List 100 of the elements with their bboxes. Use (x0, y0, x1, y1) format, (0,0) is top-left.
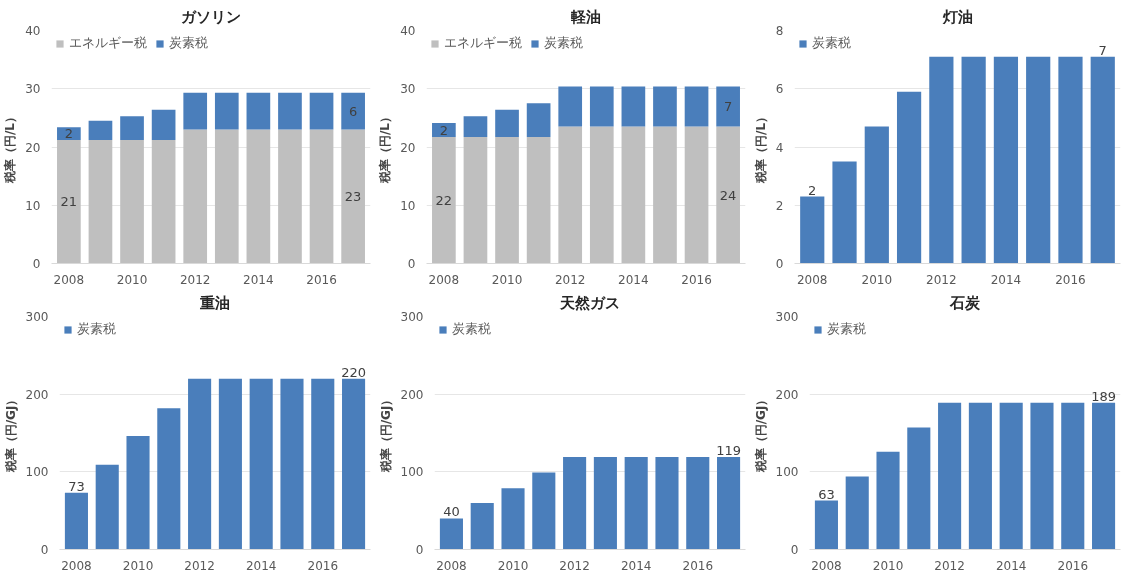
bar (1061, 402, 1085, 550)
x-tick-label: 2012 (179, 272, 211, 287)
bar (280, 378, 304, 550)
legend-label: 炭素税 (77, 320, 116, 338)
data-label: 119 (716, 443, 741, 459)
x-tick-label: 2016 (682, 558, 714, 573)
x-tick-label: 2016 (681, 272, 712, 287)
bar (432, 137, 456, 264)
x-tick-label: 2016 (1057, 558, 1089, 573)
bar (341, 92, 365, 130)
bar (876, 451, 900, 550)
bar (929, 56, 954, 264)
y-tick-label: 300 (400, 310, 424, 324)
y-tick-label: 0 (790, 543, 799, 557)
bar (463, 116, 488, 138)
y-tick-label: 6 (775, 82, 784, 97)
chart-title: 軽油 (570, 7, 601, 26)
bar (1092, 402, 1116, 550)
bar (120, 140, 144, 264)
y-tick-label: 4 (775, 140, 784, 155)
bar (188, 378, 212, 550)
legend-label: エネルギー税 (69, 34, 147, 52)
data-label: 24 (719, 187, 737, 203)
y-tick-label: 20 (400, 140, 416, 155)
bar (1090, 56, 1115, 264)
chart-title: 灯油 (941, 7, 973, 26)
y-tick-label: 8 (775, 24, 784, 38)
bar (832, 161, 857, 264)
bar (968, 402, 992, 550)
bar (532, 472, 556, 550)
bar (717, 457, 741, 550)
bar (309, 129, 334, 264)
bar (1030, 402, 1054, 550)
bar (246, 92, 271, 130)
bar (470, 502, 494, 550)
data-label: 23 (344, 189, 362, 205)
data-label: 2 (808, 182, 817, 198)
bar (686, 457, 710, 550)
x-tick-label: 2008 (811, 558, 842, 573)
y-tick-label: 30 (400, 82, 416, 97)
y-axis-title: 税率（円/L） (753, 110, 768, 185)
data-label: 189 (1091, 388, 1116, 404)
bar (151, 140, 176, 264)
x-tick-label: 2010 (497, 558, 529, 573)
legend-label: 炭素税 (169, 34, 208, 52)
bar (800, 196, 825, 264)
bar (655, 457, 679, 550)
bar (526, 103, 551, 138)
bar (653, 86, 677, 127)
bar (814, 500, 838, 550)
bar (183, 129, 208, 264)
y-tick-label: 300 (25, 310, 49, 324)
data-label: 21 (60, 194, 78, 210)
x-tick-label: 2012 (184, 558, 215, 573)
legend-label: 炭素税 (544, 34, 583, 52)
y-tick-label: 30 (25, 82, 41, 97)
x-tick-label: 2012 (559, 558, 590, 573)
bar (716, 86, 740, 127)
bar (309, 92, 334, 130)
bar (558, 126, 583, 264)
y-tick-label: 0 (415, 543, 424, 557)
chart-title: 重油 (199, 293, 230, 312)
x-tick-label: 2014 (620, 558, 652, 573)
legend-label: エネルギー税 (444, 34, 522, 52)
chart-title: ガソリン (181, 7, 241, 26)
bar (95, 464, 119, 550)
bar (495, 109, 519, 138)
bar (845, 476, 869, 550)
x-tick-label: 2010 (872, 558, 904, 573)
data-label: 6 (348, 103, 358, 119)
y-tick-label: 10 (400, 198, 416, 213)
bar (439, 518, 463, 550)
data-label: 40 (443, 504, 460, 520)
y-tick-label: 200 (775, 387, 799, 402)
bar (157, 408, 181, 550)
legend-label: 炭素税 (452, 320, 491, 338)
x-tick-label: 2010 (861, 272, 893, 287)
bar (684, 126, 709, 264)
bar (624, 457, 648, 550)
y-tick-label: 200 (400, 387, 424, 402)
y-axis-title: 税率（円/GJ） (753, 393, 768, 474)
y-tick-label: 2 (775, 198, 784, 213)
x-tick-label: 2016 (307, 558, 339, 573)
bar (526, 137, 551, 264)
x-tick-label: 2016 (1055, 272, 1086, 287)
bar (151, 109, 176, 141)
y-tick-label: 0 (32, 257, 41, 271)
bar (993, 56, 1019, 264)
data-label: 22 (435, 192, 453, 208)
chart-title: 石炭 (949, 293, 981, 312)
bar (278, 92, 302, 130)
bar (563, 457, 587, 550)
bar (501, 488, 525, 550)
bar (864, 126, 889, 264)
y-tick-label: 10 (25, 198, 41, 213)
x-tick-label: 2008 (53, 272, 85, 287)
bar (495, 137, 519, 264)
x-tick-label: 2008 (428, 272, 460, 287)
bar (88, 120, 113, 141)
y-axis-title: 税率（円/GJ） (3, 393, 18, 474)
